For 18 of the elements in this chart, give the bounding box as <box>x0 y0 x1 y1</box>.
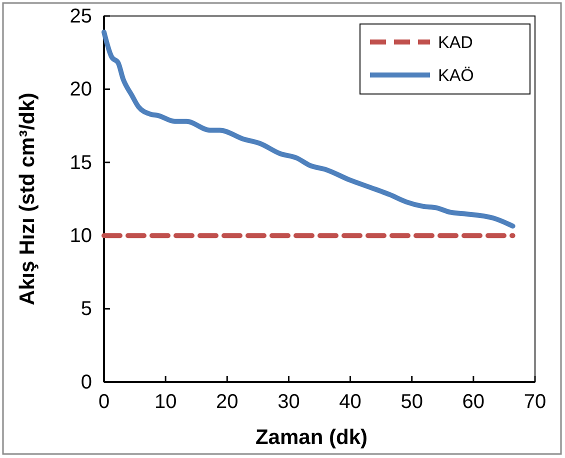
x-tick-label: 70 <box>524 391 546 414</box>
x-tick-label: 60 <box>462 391 485 414</box>
y-tick-label: 10 <box>70 225 92 247</box>
y-tick-label: 20 <box>70 78 92 101</box>
x-tick-label: 30 <box>278 391 300 414</box>
x-tick-label: 0 <box>98 391 110 414</box>
x-tick-label: 20 <box>216 391 238 414</box>
x-tick-label: 40 <box>339 391 362 414</box>
y-tick-label: 25 <box>70 5 92 28</box>
y-tick-label: 0 <box>80 371 92 394</box>
x-tick-label: 10 <box>154 391 177 414</box>
legend-label: KAD <box>438 33 473 52</box>
y-tick-label: 15 <box>70 152 92 174</box>
y-axis-title: Akış Hızı (std cm³/dk) <box>16 92 39 306</box>
x-tick-label: 50 <box>400 391 423 414</box>
x-axis-title: Zaman (dk) <box>255 426 368 449</box>
legend-label: KAÖ <box>438 66 474 85</box>
y-tick-label: 5 <box>80 298 92 320</box>
